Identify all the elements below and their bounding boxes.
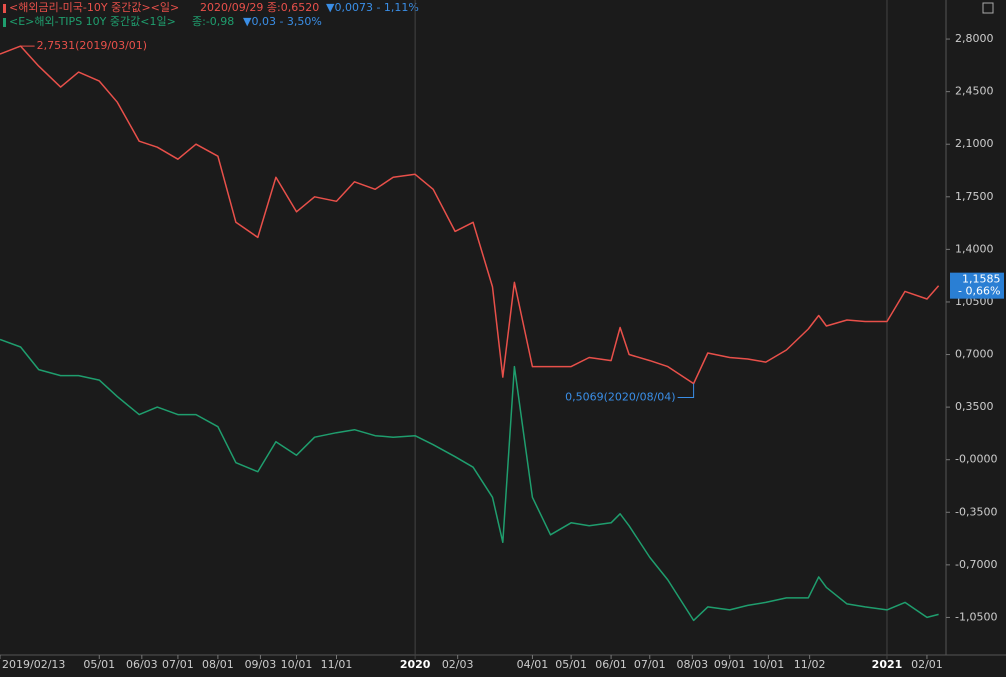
legend-name: <E>해외-TIPS 10Y 중간값<1일> [9, 14, 176, 28]
x-tick-label: 07/01 [634, 658, 666, 671]
y-tick-label: 2,4500 [955, 85, 994, 98]
value-tag-label: 1,1585 [962, 273, 1001, 286]
x-tick-label: 05/01 [83, 658, 115, 671]
window-icon[interactable] [982, 2, 994, 14]
x-tick-label: 2020 [400, 658, 431, 671]
y-tick-label: -0,0000 [955, 453, 997, 466]
legend-swatch [3, 18, 6, 27]
x-tick-label: 11/01 [321, 658, 353, 671]
legend-info: 종:-0,98 [192, 15, 234, 28]
x-tick-label: 02/01 [911, 658, 943, 671]
series-line [0, 45, 940, 385]
x-tick-label: 04/01 [517, 658, 549, 671]
legend-swatch [3, 4, 6, 13]
legend-change: ▼0,0073 - 1,11% [326, 1, 419, 14]
y-tick-label: 2,1000 [955, 137, 994, 150]
y-tick-label: 1,7500 [955, 190, 994, 203]
y-tick-label: 1,4000 [955, 242, 994, 255]
annotation-line [677, 383, 695, 399]
y-tick-label: -0,3500 [955, 505, 997, 518]
x-tick-label: 08/01 [202, 658, 234, 671]
y-tick-label: 0,7000 [955, 348, 994, 361]
x-tick-label: 10/01 [281, 658, 313, 671]
x-tick-label: 09/03 [245, 658, 277, 671]
annotation: 2,7531(2019/03/01) [37, 39, 147, 52]
legend-name: <해외금리-미국-10Y 중간값><일> [9, 0, 179, 14]
x-tick-label: 02/03 [442, 658, 474, 671]
x-tick-label: 11/02 [794, 658, 826, 671]
legend-info: 2020/09/29 종:0,6520 [200, 1, 319, 14]
annotation: 0,5069(2020/08/04) [565, 391, 675, 404]
x-tick-label: 06/03 [126, 658, 158, 671]
series-line [0, 338, 939, 622]
y-tick-label: 0,3500 [955, 400, 994, 413]
x-tick-label: 09/01 [714, 658, 746, 671]
value-tag-change: - 0,66% [958, 285, 1000, 298]
y-tick-label: -1,0500 [955, 610, 997, 623]
x-tick-label: 2021 [872, 658, 903, 671]
value-tag [950, 272, 1004, 299]
x-tick-label: 10/01 [753, 658, 785, 671]
y-tick-label: 2,8000 [955, 32, 994, 45]
x-tick-label: 07/01 [162, 658, 194, 671]
x-tick-label: 2019/02/13 [2, 658, 65, 671]
y-tick-label: -0,7000 [955, 558, 997, 571]
legend-change: ▼0,03 - 3,50% [243, 15, 322, 28]
x-tick-label: 05/01 [555, 658, 587, 671]
x-tick-label: 08/03 [676, 658, 708, 671]
x-tick-label: 06/01 [595, 658, 627, 671]
